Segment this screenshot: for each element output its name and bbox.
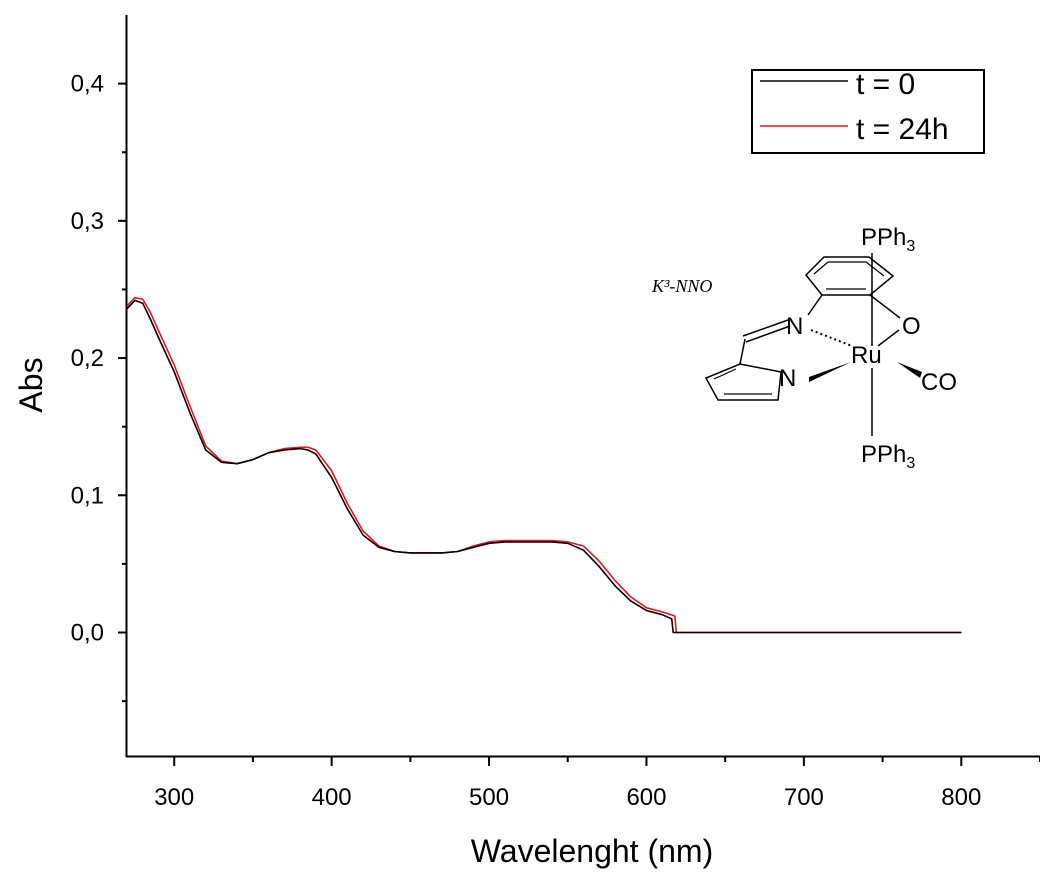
legend: t = 0 t = 24h [751, 68, 985, 154]
atom-o: O [902, 313, 921, 340]
bond-ring-o [869, 294, 901, 319]
bond-ru-co-wedge [897, 362, 922, 378]
atom-n-pyrrole: N [779, 365, 796, 392]
x-tick-label: 400 [312, 784, 352, 811]
pyrrole-ring [704, 363, 782, 401]
y-tick-label: 0,1 [71, 482, 104, 509]
atom-pph3-top: PPh3 [861, 224, 915, 255]
bond-ru-n-wedge [809, 362, 851, 382]
x-tick-label: 800 [941, 784, 981, 811]
x-tick-label: 600 [626, 784, 666, 811]
y-ticks: 0,0 0,1 0,2 0,3 0,4 [71, 71, 127, 703]
atom-n-imine: N [786, 313, 803, 340]
x-tick-label: 700 [784, 784, 824, 811]
x-axis-title: Wavelenght (nm) [471, 833, 713, 869]
bond-ru-n-dashed [810, 329, 853, 347]
legend-box [751, 69, 985, 154]
ru-complex-structure: K³-NNO PPh3 PPh3 Ru N N O CO [651, 224, 957, 472]
kappa-nno-label: K³-NNO [651, 276, 712, 296]
y-tick-label: 0,0 [71, 620, 104, 647]
bond-imine-2 [742, 319, 789, 337]
series-layer [126, 296, 962, 634]
atom-pph3-bottom: PPh3 [861, 441, 915, 472]
y-tick-label: 0,3 [71, 208, 104, 235]
bond-ring-n [807, 294, 823, 316]
legend-label-t0: t = 0 [856, 68, 915, 101]
x-tick-label: 500 [469, 784, 509, 811]
bond-ru-o [877, 329, 900, 347]
legend-label-t24h: t = 24h [856, 113, 949, 146]
atom-co: CO [921, 369, 957, 396]
bond-imine-c-pyrrole [739, 338, 746, 365]
y-axis-title: Abs [13, 357, 49, 412]
series-line-t0 [126, 299, 962, 634]
pyrrole-inner-1 [713, 368, 737, 380]
bond-imine-1 [745, 325, 791, 343]
x-tick-label: 300 [154, 784, 194, 811]
x-ticks: 300 400 500 600 700 800 [154, 757, 1040, 811]
series-line-t24h [126, 296, 962, 634]
y-tick-label: 0,4 [71, 71, 104, 98]
y-tick-label: 0,2 [71, 345, 104, 372]
phenyl-ring-inner [813, 261, 885, 277]
atom-ru: Ru [851, 342, 882, 369]
